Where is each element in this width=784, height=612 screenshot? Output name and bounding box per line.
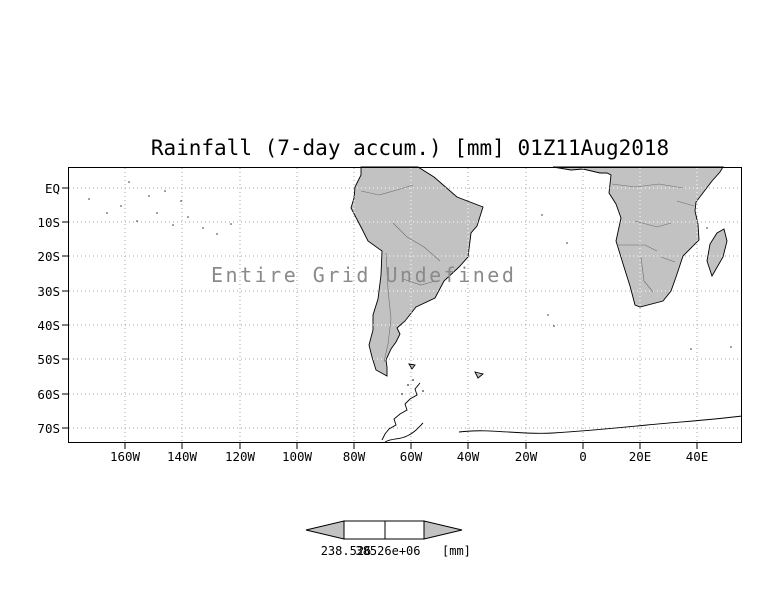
colorbar-segment-1 — [343, 520, 386, 540]
lat-label-eq: EQ — [44, 181, 60, 196]
lon-label-0: 0 — [579, 449, 587, 464]
falkland-islands — [408, 363, 416, 370]
lat-label-20s: 20S — [37, 249, 60, 264]
lon-label-20e: 20E — [628, 449, 652, 464]
map-frame — [68, 167, 742, 443]
lon-label-40e: 40E — [685, 449, 709, 464]
axis-tick-marks — [62, 187, 698, 449]
map-area: Entire Grid Undefined — [61, 161, 751, 451]
country-borders — [360, 183, 695, 363]
lon-label-40w: 40W — [456, 449, 480, 464]
lon-label-60w: 60W — [399, 449, 423, 464]
madagascar-landmass — [706, 228, 728, 277]
colorbar — [305, 519, 463, 541]
lat-label-70s: 70S — [37, 421, 60, 436]
colorbar-tick-2: 38526e+06 — [355, 544, 421, 558]
lat-label-30s: 30S — [37, 284, 60, 299]
antarctica-coastline — [381, 379, 743, 443]
lon-label-20w: 20W — [514, 449, 538, 464]
colorbar-left-arrow — [305, 520, 345, 540]
lon-label-160w: 160W — [109, 449, 141, 464]
lon-label-140w: 140W — [166, 449, 198, 464]
small-island-dots — [88, 181, 732, 350]
colorbar-graphic — [305, 520, 463, 540]
lon-label-120w: 120W — [224, 449, 256, 464]
colorbar-segment-2 — [384, 520, 425, 540]
lat-label-50s: 50S — [37, 352, 60, 367]
lat-label-10s: 10S — [37, 215, 60, 230]
colorbar-tick-1: 238.526 — [320, 544, 372, 558]
lon-label-100w: 100W — [281, 449, 313, 464]
map-graphic — [62, 166, 743, 449]
colorbar-unit: [mm] — [442, 544, 471, 558]
lon-label-80w: 80W — [342, 449, 366, 464]
lat-label-60s: 60S — [37, 387, 60, 402]
lat-label-40s: 40S — [37, 318, 60, 333]
colorbar-right-arrow — [423, 520, 463, 540]
plot-title: Rainfall (7-day accum.) [mm] 01Z11Aug201… — [150, 136, 670, 160]
south-georgia-island — [474, 371, 484, 379]
status-message: Entire Grid Undefined — [211, 263, 517, 287]
